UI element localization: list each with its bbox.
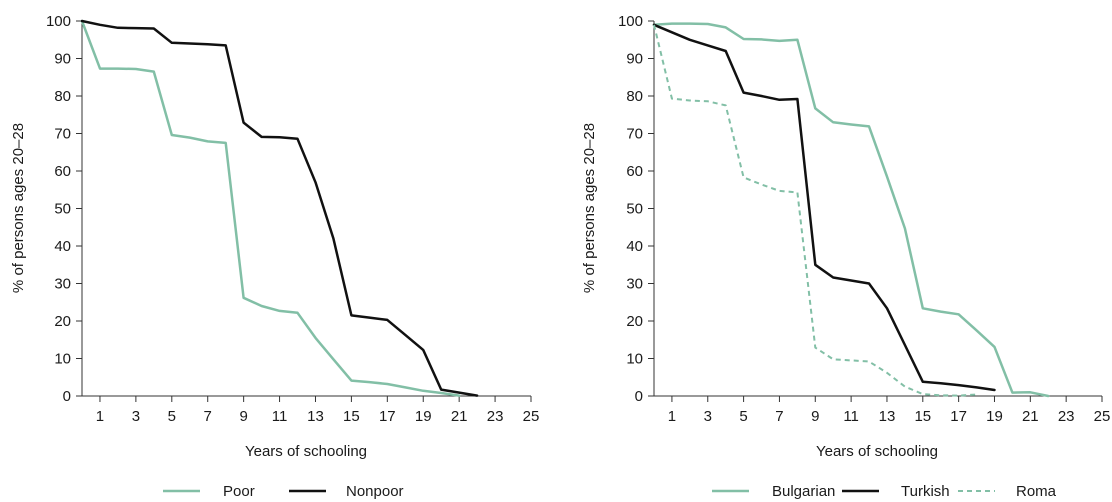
chart-0-ytick-label: 100: [46, 13, 71, 30]
chart-0-xtick-label: 21: [451, 408, 468, 425]
chart-1-xtick-label: 1: [668, 408, 676, 425]
chart-1-xtick-label: 15: [914, 408, 931, 425]
chart-0-xtick-label: 23: [487, 408, 504, 425]
chart-0-ytick-label: 70: [54, 126, 71, 143]
chart-1-xtick-label: 9: [811, 408, 819, 425]
chart-1-xtick-label: 11: [843, 408, 859, 425]
chart-1-ytick-label: 10: [626, 351, 643, 368]
legend-label-nonpoor: Nonpoor: [346, 483, 404, 500]
chart-0-xtick-label: 17: [379, 408, 396, 425]
series-line-bulgarian: [652, 22, 1050, 398]
chart-0-xlabel: Years of schooling: [245, 443, 367, 460]
chart-1-xtick-label: 21: [1022, 408, 1039, 425]
chart-1-xtick-label: 17: [950, 408, 967, 425]
chart-0-ytick-label: 10: [54, 351, 71, 368]
chart-0-xtick-label: 15: [343, 408, 360, 425]
chart-0-ytick-label: 40: [54, 238, 71, 255]
chart-1-ytick-label: 90: [626, 51, 643, 68]
series-line-turkish: [652, 23, 996, 392]
chart-0-xtick-label: 11: [272, 408, 288, 425]
chart-0-xtick-label: 19: [415, 408, 432, 425]
chart-1-xtick-label: 25: [1094, 408, 1111, 425]
chart-1-xtick-label: 7: [775, 408, 783, 425]
chart-0-ytick-label: 60: [54, 163, 71, 180]
chart-0-ytick-label: 30: [54, 276, 71, 293]
chart-0-xtick-label: 13: [307, 408, 324, 425]
chart-1-legend: Bulgarian Turkish Roma: [712, 483, 1057, 500]
chart-1-ytick-label: 40: [626, 238, 643, 255]
chart-0-ytick-label: 0: [63, 388, 71, 405]
chart-1-ytick-label: 20: [626, 313, 643, 330]
chart-1-ytick-label: 70: [626, 126, 643, 143]
chart-0-ytick-label: 90: [54, 51, 71, 68]
chart-1-ytick-label: 80: [626, 88, 643, 105]
chart-0-xtick-label: 3: [132, 408, 140, 425]
chart-1-ytick-label: 30: [626, 276, 643, 293]
chart-1-xlabel: Years of schooling: [816, 443, 938, 460]
chart-1-xtick-label: 5: [739, 408, 747, 425]
chart-1-xtick-label: 23: [1058, 408, 1075, 425]
chart-1-ytick-label: 50: [626, 201, 643, 218]
legend-label-bulgarian: Bulgarian: [772, 483, 835, 500]
chart-0-xtick-label: 7: [204, 408, 212, 425]
legend-label-poor: Poor: [223, 483, 255, 500]
chart-0-xtick-label: 5: [168, 408, 176, 425]
chart-1-ytick-label: 100: [618, 13, 643, 30]
chart-1-ytick-label: 60: [626, 163, 643, 180]
chart-0-xtick-label: 25: [523, 408, 540, 425]
series-line-roma: [653, 24, 977, 397]
chart-1-ylabel: % of persons ages 20–28: [581, 123, 598, 293]
chart-poor-vs-nonpoor: % of persons ages 20–28 Years of schooli…: [10, 13, 539, 500]
chart-0-ytick-label: 80: [54, 88, 71, 105]
chart-0-ylabel: % of persons ages 20–28: [10, 123, 27, 293]
series-line-nonpoor: [80, 19, 479, 397]
chart-0-xtick-label: 1: [96, 408, 104, 425]
chart-by-ethnicity: % of persons ages 20–28 Years of schooli…: [581, 13, 1110, 500]
chart-0-legend: Poor Nonpoor: [163, 483, 404, 500]
series-line-poor: [80, 19, 461, 397]
legend-label-roma: Roma: [1016, 483, 1057, 500]
legend-label-turkish: Turkish: [901, 483, 950, 500]
chart-1-xtick-label: 3: [704, 408, 712, 425]
chart-1-xtick-label: 19: [986, 408, 1003, 425]
chart-0-ytick-label: 50: [54, 201, 71, 218]
chart-1-xtick-label: 13: [879, 408, 896, 425]
chart-0-ytick-label: 20: [54, 313, 71, 330]
chart-0-xtick-label: 9: [239, 408, 247, 425]
chart-1-ytick-label: 0: [635, 388, 643, 405]
